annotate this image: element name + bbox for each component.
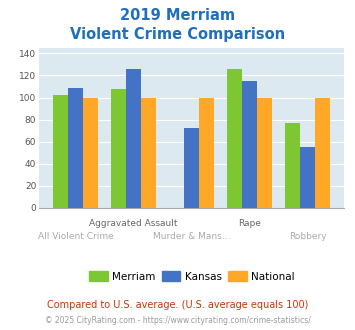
Bar — [315, 98, 331, 208]
Bar — [68, 87, 83, 208]
Bar — [141, 98, 156, 208]
Bar — [111, 89, 126, 208]
Bar — [126, 69, 141, 208]
Text: Aggravated Assault: Aggravated Assault — [89, 219, 178, 228]
Bar — [257, 98, 272, 208]
Text: All Violent Crime: All Violent Crime — [38, 232, 114, 241]
Bar — [199, 98, 214, 208]
Text: © 2025 CityRating.com - https://www.cityrating.com/crime-statistics/: © 2025 CityRating.com - https://www.city… — [45, 316, 310, 325]
Bar — [83, 98, 98, 208]
Bar — [285, 123, 300, 208]
Text: Robbery: Robbery — [289, 232, 327, 241]
Bar — [242, 81, 257, 208]
Text: Violent Crime Comparison: Violent Crime Comparison — [70, 27, 285, 42]
Text: Compared to U.S. average. (U.S. average equals 100): Compared to U.S. average. (U.S. average … — [47, 300, 308, 310]
Text: 2019 Merriam: 2019 Merriam — [120, 8, 235, 23]
Bar — [227, 69, 242, 208]
Bar — [300, 147, 315, 208]
Text: Murder & Mans...: Murder & Mans... — [153, 232, 230, 241]
Text: Rape: Rape — [238, 219, 261, 228]
Legend: Merriam, Kansas, National: Merriam, Kansas, National — [85, 267, 299, 286]
Bar — [184, 128, 199, 208]
Bar — [53, 95, 68, 208]
